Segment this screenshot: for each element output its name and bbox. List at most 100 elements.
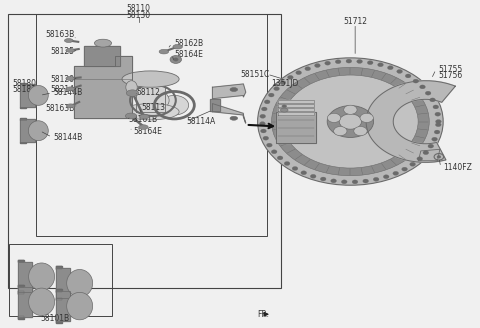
Text: 58144B: 58144B xyxy=(53,88,82,97)
Ellipse shape xyxy=(261,129,266,133)
Text: 51755: 51755 xyxy=(438,65,463,74)
Ellipse shape xyxy=(67,270,93,297)
Polygon shape xyxy=(56,289,62,292)
Ellipse shape xyxy=(173,45,182,49)
Ellipse shape xyxy=(66,76,74,80)
Text: 58120: 58120 xyxy=(50,74,74,84)
Ellipse shape xyxy=(122,104,179,120)
Ellipse shape xyxy=(66,48,74,52)
Ellipse shape xyxy=(314,64,320,68)
Text: 1351JD: 1351JD xyxy=(271,79,298,89)
Ellipse shape xyxy=(29,263,55,290)
Polygon shape xyxy=(136,79,165,112)
Ellipse shape xyxy=(352,180,358,184)
Polygon shape xyxy=(18,259,24,262)
Ellipse shape xyxy=(402,167,408,171)
Ellipse shape xyxy=(327,113,341,122)
Ellipse shape xyxy=(393,171,398,175)
Ellipse shape xyxy=(126,90,139,96)
Polygon shape xyxy=(56,266,62,269)
Polygon shape xyxy=(278,100,314,103)
Ellipse shape xyxy=(437,155,441,158)
Ellipse shape xyxy=(262,107,267,111)
Ellipse shape xyxy=(66,104,75,108)
Polygon shape xyxy=(278,104,314,107)
Ellipse shape xyxy=(331,179,336,183)
Ellipse shape xyxy=(397,70,402,73)
Ellipse shape xyxy=(264,100,270,104)
Text: 58181: 58181 xyxy=(12,85,36,94)
Ellipse shape xyxy=(268,93,274,97)
Polygon shape xyxy=(84,47,120,66)
Ellipse shape xyxy=(384,175,389,179)
Text: 58110: 58110 xyxy=(127,4,151,13)
Polygon shape xyxy=(213,104,246,123)
Text: 58164E: 58164E xyxy=(133,128,162,136)
Ellipse shape xyxy=(260,122,265,126)
Ellipse shape xyxy=(423,151,429,154)
Ellipse shape xyxy=(173,58,178,61)
Ellipse shape xyxy=(29,288,55,316)
Text: 58180: 58180 xyxy=(12,79,36,89)
Polygon shape xyxy=(56,291,70,321)
Ellipse shape xyxy=(320,177,326,181)
Polygon shape xyxy=(18,287,32,317)
Ellipse shape xyxy=(430,98,435,102)
Polygon shape xyxy=(56,268,70,298)
Polygon shape xyxy=(56,297,62,300)
Ellipse shape xyxy=(432,137,437,141)
Polygon shape xyxy=(20,84,35,107)
Polygon shape xyxy=(18,262,32,292)
Circle shape xyxy=(272,68,429,176)
Ellipse shape xyxy=(433,105,439,109)
Ellipse shape xyxy=(346,59,352,63)
Ellipse shape xyxy=(122,71,179,87)
Polygon shape xyxy=(366,81,456,162)
Ellipse shape xyxy=(274,87,279,91)
Text: 58214: 58214 xyxy=(50,85,74,94)
Circle shape xyxy=(339,114,361,129)
Polygon shape xyxy=(18,291,24,294)
Ellipse shape xyxy=(277,156,283,160)
Polygon shape xyxy=(278,112,314,115)
Ellipse shape xyxy=(387,66,393,70)
Ellipse shape xyxy=(311,174,316,178)
Ellipse shape xyxy=(284,162,290,165)
Ellipse shape xyxy=(288,75,293,79)
Polygon shape xyxy=(276,112,316,143)
Bar xyxy=(9,244,111,316)
Polygon shape xyxy=(210,99,219,111)
Ellipse shape xyxy=(67,292,93,320)
Text: 58125: 58125 xyxy=(50,47,74,56)
Ellipse shape xyxy=(64,39,73,43)
Ellipse shape xyxy=(354,127,367,136)
Ellipse shape xyxy=(378,63,384,67)
Polygon shape xyxy=(278,108,314,111)
Bar xyxy=(36,14,267,236)
Ellipse shape xyxy=(260,114,265,118)
Text: 58130: 58130 xyxy=(127,11,151,20)
Text: 58163B: 58163B xyxy=(45,104,74,113)
Text: 58144B: 58144B xyxy=(53,133,82,142)
Text: 58114A: 58114A xyxy=(186,117,216,126)
Ellipse shape xyxy=(410,162,416,166)
Ellipse shape xyxy=(336,60,341,64)
Ellipse shape xyxy=(373,177,379,181)
Ellipse shape xyxy=(344,105,357,114)
Ellipse shape xyxy=(140,114,149,119)
Text: 58113: 58113 xyxy=(141,103,165,112)
Text: 58101B: 58101B xyxy=(41,314,70,323)
Bar xyxy=(8,14,281,288)
Polygon shape xyxy=(56,320,62,323)
Ellipse shape xyxy=(266,143,272,147)
Text: 58161B: 58161B xyxy=(128,115,157,124)
Ellipse shape xyxy=(413,79,419,83)
Ellipse shape xyxy=(292,167,298,171)
Ellipse shape xyxy=(271,150,277,154)
Ellipse shape xyxy=(435,120,441,124)
Polygon shape xyxy=(74,56,132,118)
Ellipse shape xyxy=(282,105,287,108)
Ellipse shape xyxy=(363,179,369,183)
Ellipse shape xyxy=(357,59,362,63)
Ellipse shape xyxy=(137,89,169,112)
